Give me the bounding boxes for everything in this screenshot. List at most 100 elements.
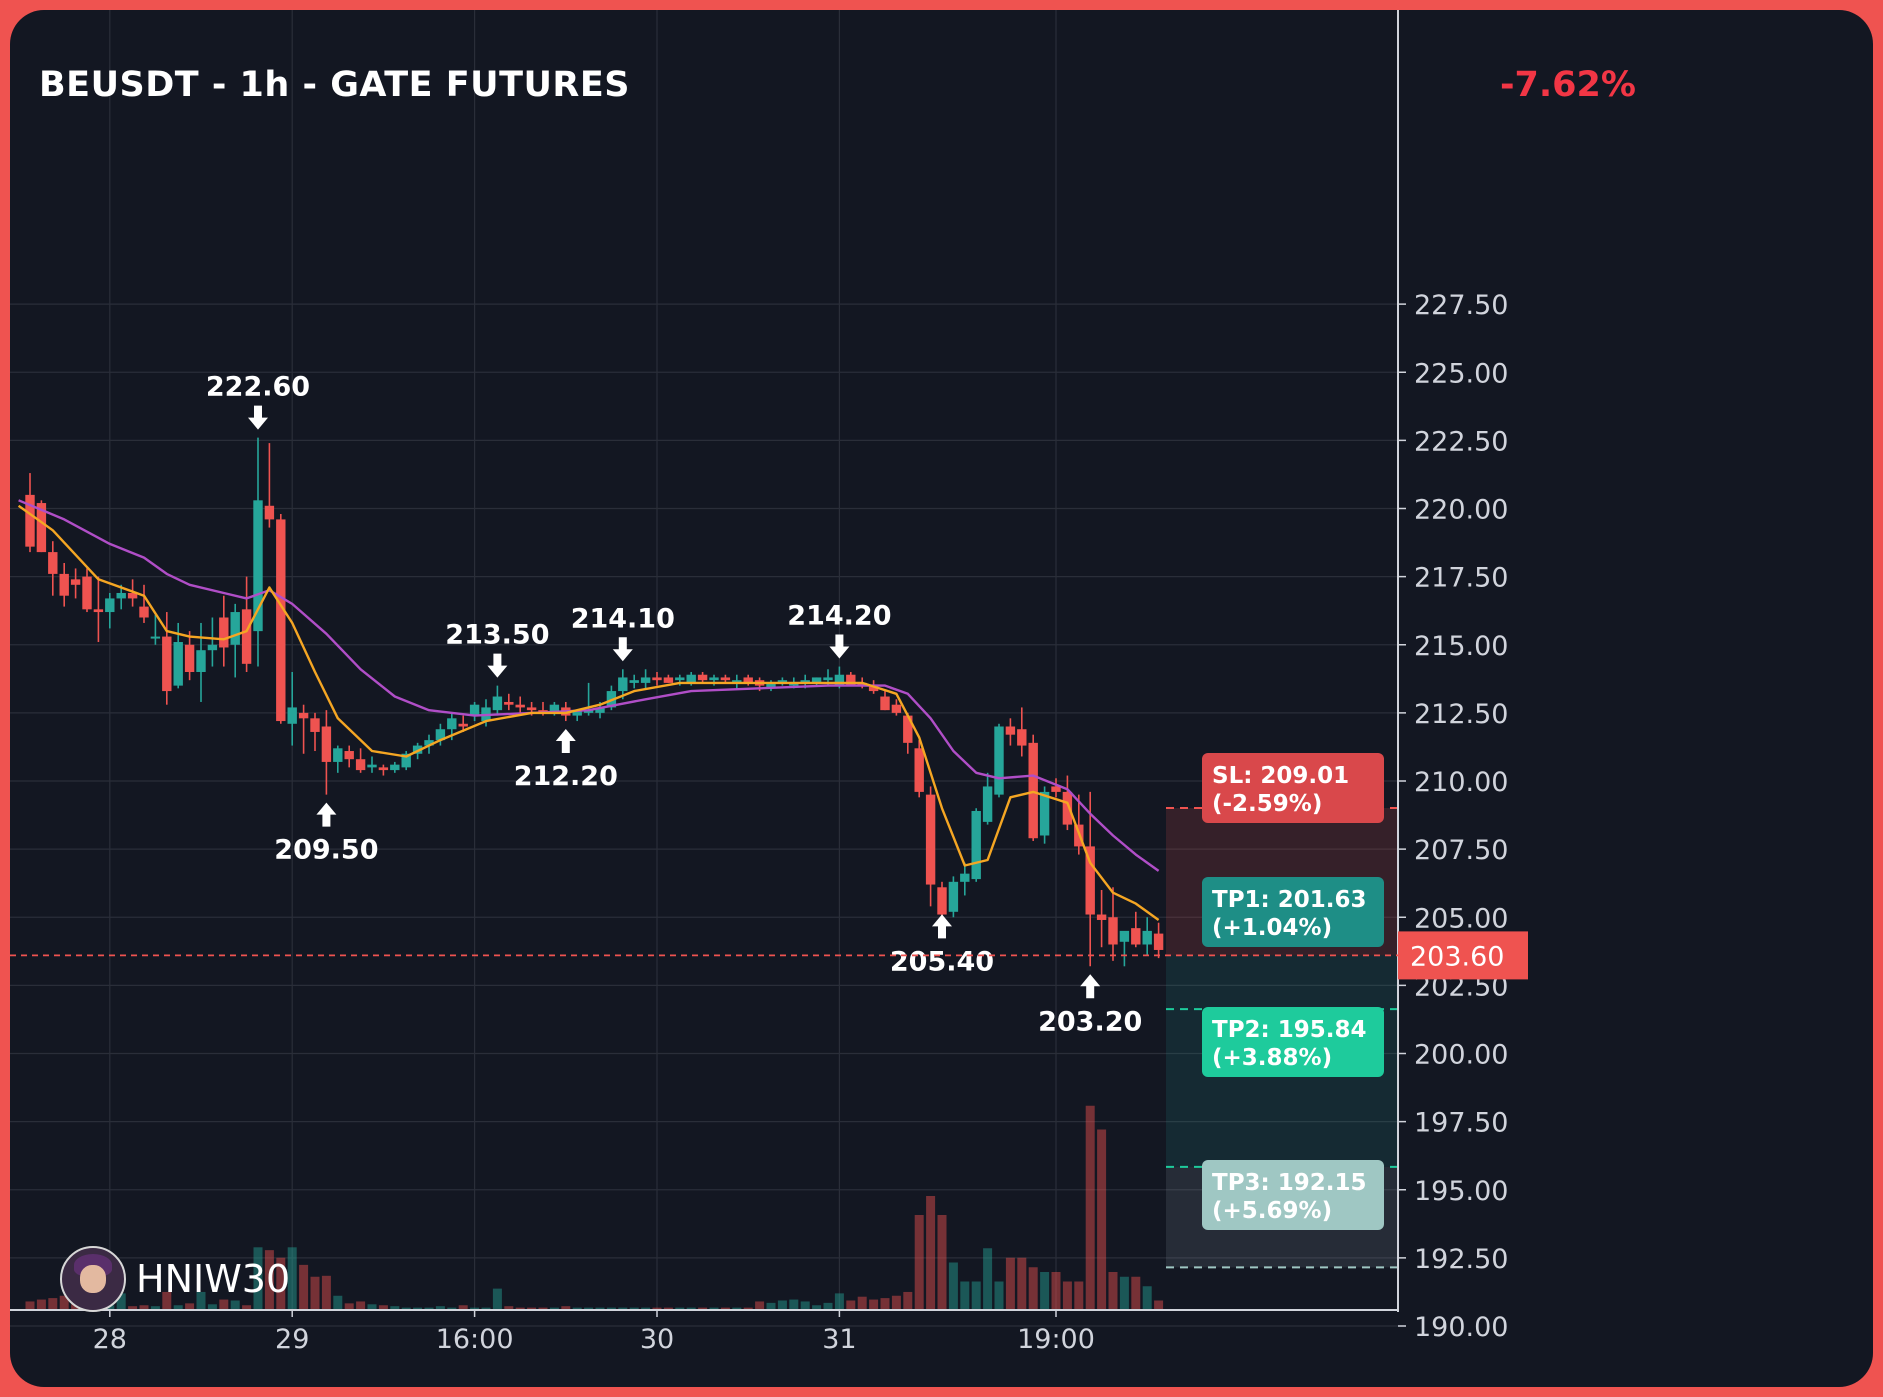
y-tick-label: 195.00 <box>1414 1176 1508 1207</box>
volume-bar <box>641 1307 651 1310</box>
x-tick-label: 28 <box>93 1324 127 1355</box>
volume-bar <box>584 1307 594 1310</box>
candle-body <box>333 748 343 762</box>
ema-slow-line <box>18 499 1160 872</box>
arrow-down-icon <box>829 634 850 659</box>
target2-label-box <box>1202 1007 1384 1077</box>
target1-label-text: TP1: 201.63 <box>1212 887 1367 913</box>
y-tick-label: 222.50 <box>1414 426 1508 457</box>
volume-bar <box>128 1306 138 1310</box>
volume-bar <box>1154 1300 1164 1310</box>
volume-bar <box>948 1262 958 1310</box>
arrow-up-icon <box>1080 974 1101 999</box>
candle-body <box>1153 933 1164 950</box>
volume-bar <box>287 1247 297 1310</box>
price-chart[interactable]: 222.60 209.50 213.50 212.20 214.10 214.20 205.… <box>10 10 1873 1387</box>
volume-bar <box>492 1288 502 1310</box>
candle-body <box>834 674 845 686</box>
candle-body <box>390 764 400 771</box>
volume-bar <box>59 1295 69 1310</box>
chart-title: BEUSDT - 1h - GATE FUTURES <box>39 65 630 105</box>
pivot-low-label: 203.20 <box>1038 1006 1142 1037</box>
current-price-tag <box>1398 931 1528 980</box>
candle-body <box>868 685 879 692</box>
volume-bar <box>185 1303 195 1310</box>
candle-body <box>36 503 47 553</box>
volume-bar <box>527 1307 537 1310</box>
candle-body <box>492 696 503 711</box>
candle-body <box>253 500 263 632</box>
candle-body <box>526 707 537 711</box>
volume-bar <box>595 1307 605 1310</box>
candle-body <box>230 612 240 645</box>
volume-bar <box>1119 1276 1129 1310</box>
candle-body <box>127 592 138 599</box>
arrow-up-icon <box>316 802 337 827</box>
candle-body <box>891 704 902 713</box>
pivot-low-label: 205.40 <box>890 946 994 977</box>
candle-body <box>937 887 947 915</box>
y-tick-label: 225.00 <box>1414 358 1508 389</box>
volume-bar <box>378 1305 388 1310</box>
candle-body <box>70 579 81 585</box>
candle-body <box>162 636 172 692</box>
candle-body <box>401 753 411 768</box>
candle-body <box>572 710 582 716</box>
candle-body <box>1039 791 1050 836</box>
volume-bar <box>1017 1257 1027 1310</box>
candle-body <box>925 794 936 885</box>
target3-label-text: TP3: 192.15 <box>1212 1170 1367 1196</box>
candle-body <box>982 786 993 822</box>
candle-body <box>971 810 981 880</box>
candle-body <box>720 677 731 681</box>
candles <box>25 437 1164 967</box>
volume-bar <box>561 1306 571 1310</box>
candle-body <box>823 677 833 681</box>
target1-label-box <box>1202 877 1384 947</box>
stop-loss-label-text: SL: 209.01 <box>1212 763 1349 789</box>
candle-body <box>207 644 218 651</box>
y-tick-label: 200.00 <box>1414 1040 1508 1071</box>
volume-bar <box>242 1305 252 1310</box>
candle-body <box>458 723 468 727</box>
volume-bar <box>470 1307 480 1310</box>
ema-fast-line <box>17 504 1160 921</box>
candle-body <box>675 677 685 681</box>
volume-bar <box>812 1305 822 1310</box>
candle-body <box>25 494 35 547</box>
candle-body <box>618 677 628 692</box>
volume-bar <box>1005 1257 1015 1310</box>
brand-name: HNIW30 <box>136 1257 291 1301</box>
candle-body <box>424 740 434 746</box>
target2-label-pct: (+3.88%) <box>1212 1045 1332 1071</box>
candle-body <box>1028 742 1038 839</box>
candle-body <box>789 682 799 686</box>
y-tick-label: 217.50 <box>1414 563 1508 594</box>
candle-body <box>367 764 377 768</box>
candle-body <box>435 729 446 741</box>
volume-bar <box>766 1302 776 1310</box>
volume-bar <box>458 1305 468 1310</box>
current-price-label: 203.60 <box>1410 941 1504 972</box>
candle-body <box>1108 917 1118 945</box>
volume-bar <box>424 1307 434 1310</box>
volume-bar <box>367 1304 377 1310</box>
volume-bar <box>732 1307 742 1310</box>
candle-body <box>697 674 708 681</box>
y-tick-label: 210.00 <box>1414 767 1508 798</box>
candle-body <box>219 617 229 648</box>
candle-body <box>948 881 959 912</box>
volume-bar <box>435 1306 445 1310</box>
candle-body <box>1062 791 1073 825</box>
target3-label-box <box>1202 1160 1384 1230</box>
volume-bar <box>1051 1272 1061 1310</box>
volume-bar <box>162 1291 172 1310</box>
volume-bar <box>264 1250 274 1310</box>
candle-body <box>960 873 970 882</box>
volume-bar <box>834 1293 844 1310</box>
volume-bar <box>983 1248 993 1310</box>
candle-body <box>116 592 126 599</box>
volume-bar <box>914 1215 924 1310</box>
volume-bar <box>139 1305 149 1310</box>
candle-body <box>287 707 297 724</box>
